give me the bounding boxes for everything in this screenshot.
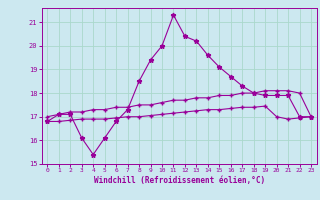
- X-axis label: Windchill (Refroidissement éolien,°C): Windchill (Refroidissement éolien,°C): [94, 176, 265, 185]
